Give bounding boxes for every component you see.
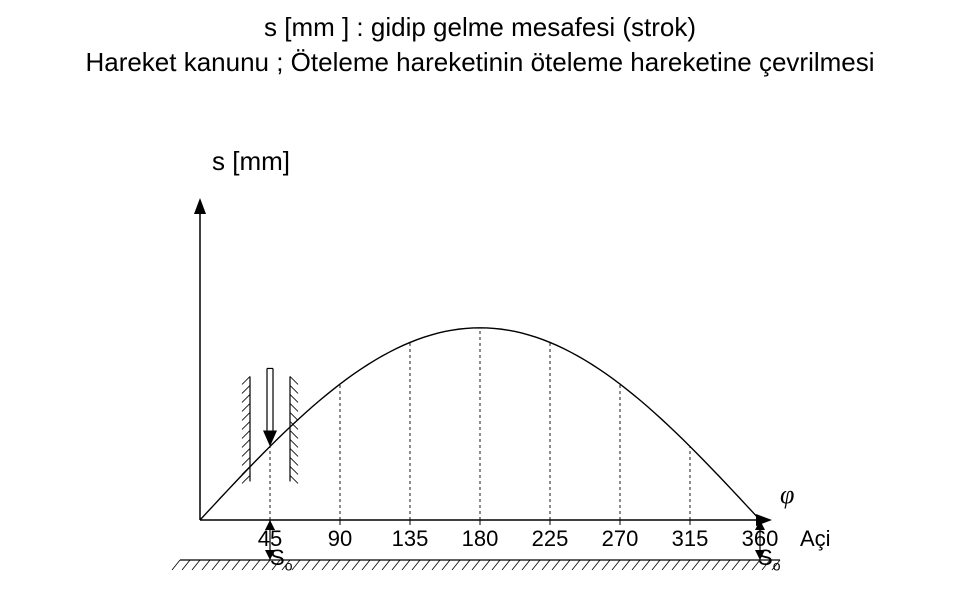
y-axis-label: s [mm] [212,146,290,177]
x-tick-label: 135 [392,526,429,552]
x-tick-label: 225 [532,526,569,552]
displacement-chart: s [mm] φ Açi So So 459013518022527031536… [140,160,860,580]
x-tick-label: 270 [602,526,639,552]
title-line-1: s [mm ] : gidip gelme mesafesi (strok) [0,10,960,45]
x-tick-label: 45 [258,526,282,552]
chart-svg [140,160,860,580]
x-axis-label: Açi [800,526,831,552]
x-tick-label: 180 [462,526,499,552]
title-line-2: Hareket kanunu ; Öteleme hareketinin öte… [0,45,960,80]
phi-symbol: φ [780,480,794,510]
x-tick-label: 360 [742,526,779,552]
x-tick-label: 315 [672,526,709,552]
x-tick-label: 90 [328,526,352,552]
